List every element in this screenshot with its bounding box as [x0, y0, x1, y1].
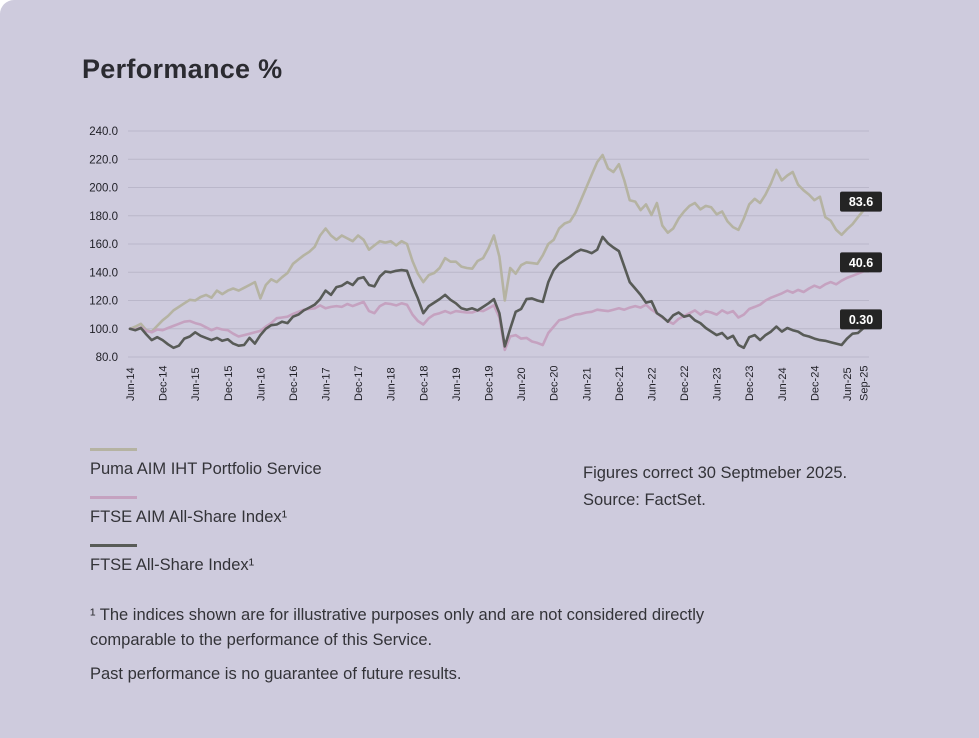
- x-tick-label: Sep-25: [858, 366, 870, 401]
- x-tick-label: Jun-24: [777, 367, 789, 401]
- x-tick-label: Jun-18: [386, 367, 398, 401]
- legend-item-ftse-aim: FTSE AIM All-Share Index¹: [90, 496, 322, 527]
- legend-swatch-ftse-aim: [90, 496, 137, 499]
- page-title: Performance %: [82, 54, 283, 84]
- source-line: Source: FactSet.: [583, 491, 706, 509]
- series-line-1: [128, 270, 865, 352]
- x-tick-label: Jun-19: [451, 367, 463, 401]
- legend-label-puma: Puma AIM IHT Portfolio Service: [90, 460, 322, 478]
- x-tick-label: Jun-16: [255, 367, 267, 401]
- x-tick-label: Dec-20: [549, 366, 561, 401]
- footnote-indices: ¹ The indices shown are for illustrative…: [90, 606, 705, 649]
- x-tick-label: Jun-22: [646, 367, 658, 401]
- y-tick-label: 240.0: [89, 126, 118, 138]
- y-tick-label: 180.0: [89, 211, 118, 223]
- x-tick-label: Jun-25: [842, 367, 854, 401]
- legend-item-puma: Puma AIM IHT Portfolio Service: [90, 448, 322, 479]
- end-label-box-1: [840, 252, 882, 273]
- footnote-past-performance: Past performance is no guarantee of futu…: [90, 665, 462, 683]
- legend-label-ftse-aim: FTSE AIM All-Share Index¹: [90, 508, 288, 526]
- y-tick-label: 160.0: [89, 239, 118, 251]
- x-tick-label: Dec-19: [484, 366, 496, 401]
- chart-legend: Puma AIM IHT Portfolio Service FTSE AIM …: [90, 448, 322, 592]
- y-tick-label: 120.0: [89, 296, 118, 308]
- x-tick-label: Dec-24: [809, 366, 821, 401]
- x-tick-label: Dec-17: [353, 366, 365, 401]
- end-label-value-0: 83.6: [849, 195, 873, 209]
- legend-item-ftse-allshare: FTSE All-Share Index¹: [90, 544, 322, 575]
- figures-date-line: Figures correct 30 Septmeber 2025.: [583, 464, 848, 482]
- end-label-value-1: 40.6: [849, 256, 873, 270]
- series-line-2: [128, 235, 865, 350]
- y-tick-label: 200.0: [89, 183, 118, 195]
- x-tick-label: Jun-14: [125, 367, 137, 401]
- x-tick-label: Dec-14: [158, 366, 170, 401]
- y-tick-label: 140.0: [89, 267, 118, 279]
- x-tick-label: Dec-22: [679, 366, 691, 401]
- end-label-box-0: [840, 191, 882, 212]
- series-line-0: [128, 153, 865, 333]
- legend-swatch-puma: [90, 448, 137, 451]
- x-tick-label: Dec-21: [614, 366, 626, 401]
- x-tick-label: Dec-15: [223, 366, 235, 401]
- legend-label-ftse-allshare: FTSE All-Share Index¹: [90, 556, 255, 574]
- x-tick-label: Dec-16: [288, 366, 300, 401]
- end-label-value-2: 0.30: [849, 313, 873, 327]
- performance-chart: 240.0 220.0 200.0 180.0 160.0 140.0 120.0 100.0…: [89, 126, 882, 401]
- y-tick-label: 220.0: [89, 154, 118, 166]
- x-tick-label: Jun-23: [712, 367, 724, 401]
- x-tick-label: Dec-23: [744, 366, 756, 401]
- x-tick-label: Jun-20: [516, 367, 528, 401]
- figures-note: Figures correct 30 Septmeber 2025. Sourc…: [583, 460, 847, 514]
- x-tick-label: Dec-18: [418, 366, 430, 401]
- legend-swatch-ftse-allshare: [90, 544, 137, 547]
- y-tick-label: 100.0: [89, 324, 118, 336]
- x-tick-label: Jun-15: [190, 367, 202, 401]
- y-tick-label: 80.0: [96, 352, 118, 364]
- x-tick-label: Jun-17: [321, 367, 333, 401]
- end-label-box-2: [840, 309, 882, 330]
- x-tick-label: Jun-21: [581, 367, 593, 401]
